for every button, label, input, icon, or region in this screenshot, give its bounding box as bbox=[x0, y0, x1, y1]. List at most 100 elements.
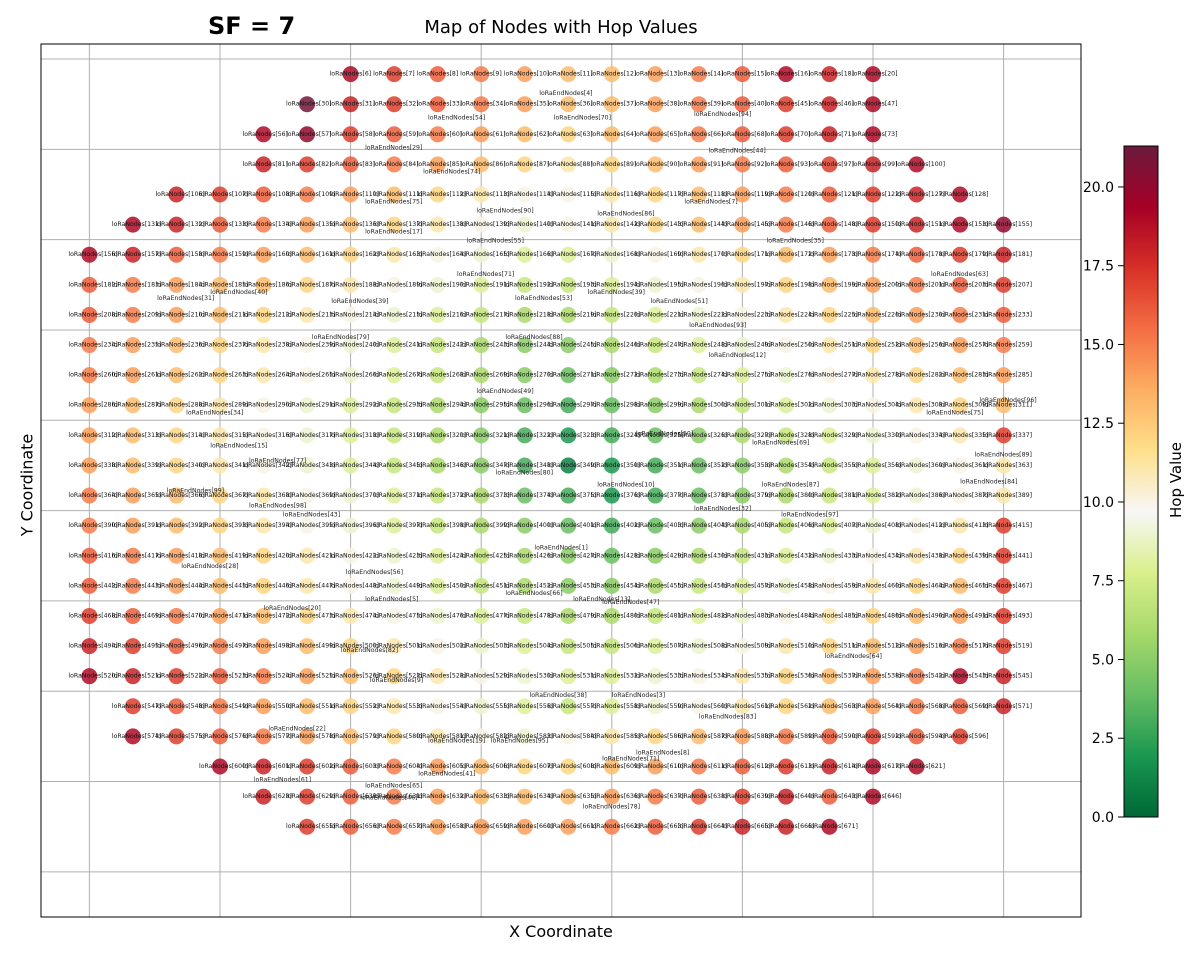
data-point bbox=[821, 517, 838, 534]
point-label: loRaNodes[443] bbox=[112, 582, 161, 589]
data-point bbox=[168, 306, 185, 323]
point-labels: loRaNodes[6] loRaNodes[7] loRaNodes[8] loRa… bbox=[68, 71, 1036, 831]
data-point bbox=[429, 186, 446, 203]
data-point bbox=[124, 427, 141, 444]
point-label: loRaNodes[317] bbox=[286, 432, 335, 439]
point-label: loRaNodes[617] bbox=[852, 763, 901, 770]
point-label: loRaNodes[343] bbox=[286, 462, 335, 469]
data-point bbox=[821, 367, 838, 384]
data-point bbox=[603, 638, 620, 655]
point-label: loRaNodes[164] bbox=[417, 251, 466, 258]
x-axis-label: X Coordinate bbox=[509, 922, 613, 941]
data-point bbox=[995, 427, 1012, 444]
point-label: loRaNodes[592] bbox=[852, 733, 901, 740]
data-point bbox=[342, 96, 359, 113]
point-label: loRaNodes[346] bbox=[417, 462, 466, 469]
data-point bbox=[952, 457, 969, 474]
point-label: loRaNodes[210] bbox=[155, 311, 204, 318]
point-label: loRaNodes[447] bbox=[286, 582, 335, 589]
point-label: loRaNodes[134] bbox=[243, 221, 292, 228]
point-label: loRaNodes[508] bbox=[678, 643, 727, 650]
point-label: loRaNodes[85] bbox=[417, 161, 463, 168]
end-node-label: loRaEndNodes[1] bbox=[534, 545, 587, 552]
data-point bbox=[386, 246, 403, 263]
point-label: loRaNodes[237] bbox=[199, 342, 248, 349]
point-label: loRaNodes[587] bbox=[678, 733, 727, 740]
data-point bbox=[168, 577, 185, 594]
end-node-label: loRaEndNodes[96] bbox=[979, 397, 1036, 404]
end-node-label: loRaEndNodes[31] bbox=[157, 295, 214, 302]
data-point bbox=[299, 758, 316, 775]
point-label: loRaNodes[442] bbox=[68, 582, 117, 589]
data-point bbox=[734, 156, 751, 173]
point-label: loRaNodes[81] bbox=[243, 161, 289, 168]
data-point bbox=[124, 577, 141, 594]
point-label: loRaNodes[396] bbox=[330, 522, 379, 529]
data-point bbox=[777, 788, 794, 805]
point-label: loRaNodes[579] bbox=[330, 733, 379, 740]
point-label: loRaNodes[525] bbox=[286, 673, 335, 680]
data-point bbox=[995, 668, 1012, 685]
data-point bbox=[429, 276, 446, 293]
point-label: loRaNodes[523] bbox=[199, 673, 248, 680]
data-point bbox=[516, 577, 533, 594]
point-label: loRaNodes[490] bbox=[896, 612, 945, 619]
point-label: loRaNodes[295] bbox=[460, 402, 509, 409]
point-label: loRaNodes[607] bbox=[504, 763, 553, 770]
data-point bbox=[255, 427, 272, 444]
data-point bbox=[429, 638, 446, 655]
point-label: loRaNodes[534] bbox=[678, 673, 727, 680]
data-point bbox=[299, 367, 316, 384]
data-point bbox=[603, 186, 620, 203]
point-label: loRaNodes[417] bbox=[112, 552, 161, 559]
point-label: loRaNodes[374] bbox=[504, 492, 553, 499]
data-point bbox=[647, 728, 664, 745]
point-label: loRaNodes[59] bbox=[373, 131, 419, 138]
point-label: loRaNodes[289] bbox=[199, 402, 248, 409]
point-label: loRaNodes[605] bbox=[417, 763, 466, 770]
data-point bbox=[168, 517, 185, 534]
data-point bbox=[865, 427, 881, 444]
colorbar-tick-label: 12.5 bbox=[1083, 416, 1114, 432]
point-label: loRaNodes[531] bbox=[547, 673, 596, 680]
point-label: loRaNodes[364] bbox=[68, 492, 117, 499]
data-point bbox=[342, 216, 359, 233]
point-label: loRaNodes[61] bbox=[460, 131, 506, 138]
data-point bbox=[603, 306, 620, 323]
data-point bbox=[821, 457, 838, 474]
chart-title-text: Map of Nodes with Hop Values bbox=[424, 17, 698, 38]
point-label: loRaNodes[128] bbox=[939, 191, 988, 198]
data-point bbox=[560, 638, 577, 655]
point-label: loRaNodes[182] bbox=[68, 281, 117, 288]
data-point bbox=[734, 487, 751, 504]
point-label: loRaNodes[165] bbox=[460, 251, 509, 258]
end-node-label: loRaEndNodes[55] bbox=[467, 238, 524, 245]
data-point bbox=[429, 818, 446, 835]
data-point bbox=[603, 66, 620, 83]
point-label: loRaNodes[588] bbox=[721, 733, 770, 740]
point-label: loRaNodes[408] bbox=[852, 522, 901, 529]
data-point bbox=[908, 487, 925, 504]
point-label: loRaNodes[12] bbox=[591, 71, 637, 78]
data-point bbox=[821, 547, 838, 564]
data-point bbox=[603, 337, 620, 354]
point-label: loRaNodes[225] bbox=[808, 311, 857, 318]
data-point bbox=[603, 457, 620, 474]
point-label: loRaNodes[150] bbox=[852, 221, 901, 228]
point-label: loRaNodes[548] bbox=[155, 703, 204, 710]
point-label: loRaNodes[311] bbox=[983, 402, 1032, 409]
data-point bbox=[865, 517, 881, 534]
point-label: loRaNodes[559] bbox=[634, 703, 683, 710]
point-label: loRaNodes[259] bbox=[983, 342, 1032, 349]
point-label: loRaNodes[366] bbox=[155, 492, 204, 499]
data-point bbox=[81, 306, 98, 323]
point-label: loRaNodes[345] bbox=[373, 462, 422, 469]
data-point bbox=[777, 156, 794, 173]
data-point bbox=[386, 337, 403, 354]
point-label: loRaNodes[155] bbox=[983, 221, 1032, 228]
point-label: loRaNodes[381] bbox=[808, 492, 857, 499]
data-point bbox=[516, 457, 533, 474]
data-point bbox=[516, 668, 533, 685]
data-point bbox=[647, 246, 664, 263]
data-point bbox=[647, 96, 664, 113]
